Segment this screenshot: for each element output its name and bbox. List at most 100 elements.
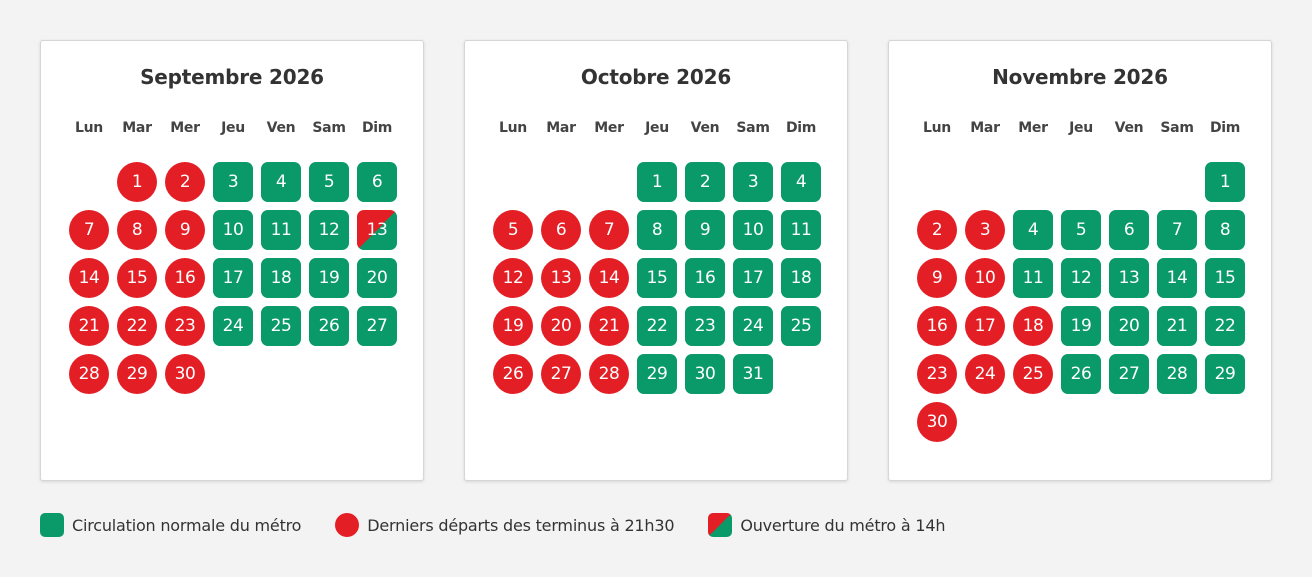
weekday-label: Lun (499, 120, 527, 136)
day-cell-normal: 17 (213, 258, 253, 298)
day-cell-normal: 4 (261, 162, 301, 202)
day-cell-late: 21 (589, 306, 629, 346)
empty-cell (917, 162, 957, 202)
day-cell-normal: 6 (1109, 210, 1149, 250)
day-cell-normal: 20 (357, 258, 397, 298)
weekday-header: Lun Mar Mer Jeu Ven Sam Dim (493, 120, 821, 136)
day-cell-normal: 17 (733, 258, 773, 298)
green-square-icon (40, 513, 64, 537)
day-cell-normal: 5 (1061, 210, 1101, 250)
empty-cell (493, 162, 533, 202)
weekday-label: Dim (1209, 120, 1241, 136)
day-cell-normal: 11 (781, 210, 821, 250)
day-cell-late: 27 (541, 354, 581, 394)
day-cell-late: 16 (165, 258, 205, 298)
day-cell-normal: 25 (781, 306, 821, 346)
weekday-label: Jeu (221, 120, 245, 136)
weekday-label: Lun (923, 120, 951, 136)
day-cell-normal: 1 (637, 162, 677, 202)
day-cell-late: 13 (541, 258, 581, 298)
day-cell-normal: 19 (309, 258, 349, 298)
day-cell-late: 14 (589, 258, 629, 298)
day-cell-late: 6 (541, 210, 581, 250)
weekday-label: Jeu (645, 120, 669, 136)
day-cell-late: 28 (69, 354, 109, 394)
weekday-header: Lun Mar Mer Jeu Ven Sam Dim (917, 120, 1245, 136)
month-title: Octobre 2026 (580, 65, 732, 89)
weekday-label: Jeu (1069, 120, 1093, 136)
day-cell-late: 19 (493, 306, 533, 346)
weekday-label: Dim (361, 120, 393, 136)
day-cell-normal: 12 (1061, 258, 1101, 298)
day-cell-late: 9 (917, 258, 957, 298)
day-grid: 1 2 3 4 5 6 7 8 9 10 11 12 13 14 15 16 17 18 19 20 21 22 23 24 2… (917, 162, 1245, 442)
day-cell-split: 13 (357, 210, 397, 250)
empty-cell (1109, 162, 1149, 202)
day-cell-normal: 18 (781, 258, 821, 298)
day-cell-late: 7 (69, 210, 109, 250)
weekday-label: Mer (1018, 120, 1048, 136)
day-cell-normal: 22 (637, 306, 677, 346)
weekday-label: Ven (690, 120, 720, 136)
empty-cell (1013, 162, 1053, 202)
day-cell-normal: 23 (685, 306, 725, 346)
month-card-november: Novembre 2026 Lun Mar Mer Jeu Ven Sam Di… (888, 40, 1272, 481)
day-cell-normal: 24 (213, 306, 253, 346)
legend-item-late: Derniers départs des terminus à 21h30 (335, 513, 675, 537)
weekday-header: Lun Mar Mer Jeu Ven Sam Dim (69, 120, 397, 136)
day-cell-late: 23 (165, 306, 205, 346)
day-cell-late: 15 (117, 258, 157, 298)
day-cell-normal: 4 (1013, 210, 1053, 250)
day-cell-normal: 9 (685, 210, 725, 250)
legend-label: Ouverture du métro à 14h (740, 515, 946, 535)
weekday-label: Mar (970, 120, 1000, 136)
legend-item-normal: Circulation normale du métro (40, 513, 301, 537)
day-cell-late: 28 (589, 354, 629, 394)
calendars: Septembre 2026 Lun Mar Mer Jeu Ven Sam D… (40, 40, 1272, 481)
legend-label: Circulation normale du métro (72, 515, 302, 535)
day-cell-normal: 28 (1157, 354, 1197, 394)
day-cell-late: 21 (69, 306, 109, 346)
day-cell-normal: 27 (1109, 354, 1149, 394)
day-cell-late: 1 (117, 162, 157, 202)
day-cell-normal: 7 (1157, 210, 1197, 250)
day-cell-normal: 24 (733, 306, 773, 346)
weekday-label: Mar (546, 120, 576, 136)
day-cell-normal: 10 (213, 210, 253, 250)
weekday-label: Sam (1160, 120, 1194, 136)
day-cell-normal: 27 (357, 306, 397, 346)
weekday-label: Ven (266, 120, 296, 136)
day-cell-normal: 29 (637, 354, 677, 394)
day-cell-late: 5 (493, 210, 533, 250)
weekday-label: Mar (122, 120, 152, 136)
day-cell-late: 8 (117, 210, 157, 250)
day-cell-normal: 5 (309, 162, 349, 202)
day-cell-normal: 6 (357, 162, 397, 202)
day-cell-normal: 15 (637, 258, 677, 298)
legend-item-split: Ouverture du métro à 14h (708, 513, 945, 537)
day-cell-late: 9 (165, 210, 205, 250)
day-cell-normal: 29 (1205, 354, 1245, 394)
weekday-label: Sam (312, 120, 346, 136)
day-cell-late: 2 (165, 162, 205, 202)
day-grid: 1 2 3 4 5 6 7 8 9 10 11 12 13 14 15 16 17 18 19 20 21 22 23 24 2… (69, 162, 397, 394)
red-circle-icon (335, 513, 360, 537)
empty-cell (1157, 162, 1197, 202)
day-cell-normal: 25 (261, 306, 301, 346)
day-cell-normal: 4 (781, 162, 821, 202)
day-cell-late: 18 (1013, 306, 1053, 346)
day-cell-late: 12 (493, 258, 533, 298)
day-cell-late: 30 (917, 402, 957, 442)
day-cell-normal: 30 (685, 354, 725, 394)
day-cell-late: 16 (917, 306, 957, 346)
day-cell-normal: 14 (1157, 258, 1197, 298)
weekday-label: Mer (170, 120, 200, 136)
day-cell-late: 3 (965, 210, 1005, 250)
day-cell-normal: 22 (1205, 306, 1245, 346)
weekday-label: Ven (1114, 120, 1144, 136)
day-cell-late: 14 (69, 258, 109, 298)
day-cell-normal: 20 (1109, 306, 1149, 346)
month-title: Septembre 2026 (140, 65, 324, 89)
day-cell-normal: 8 (637, 210, 677, 250)
day-cell-late: 30 (165, 354, 205, 394)
